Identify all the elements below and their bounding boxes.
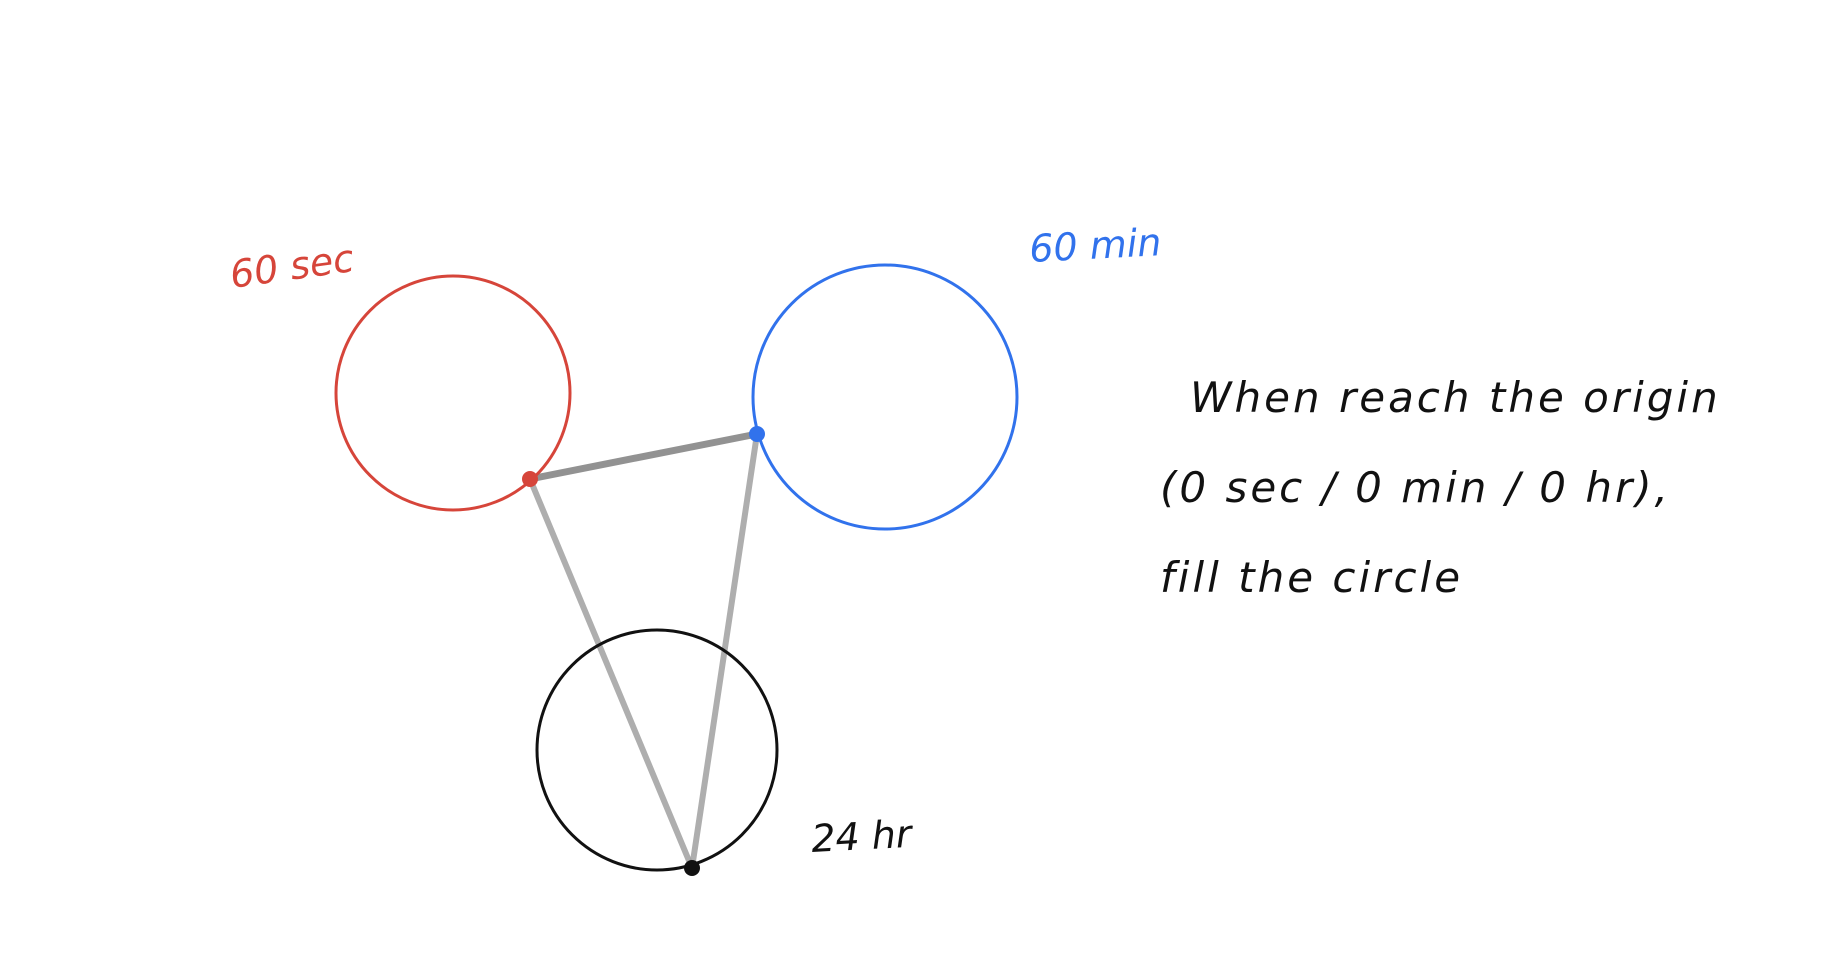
seconds-label: 60 sec	[227, 236, 357, 297]
connector-sec-min	[526, 430, 761, 483]
seconds-point	[522, 471, 538, 487]
note-line-2: (0 sec / 0 min / 0 hr),	[1160, 463, 1671, 512]
connector-sec-hr	[527, 476, 695, 871]
minutes-circle	[751, 263, 1019, 531]
minutes-label: 60 min	[1028, 220, 1162, 271]
note-line-3: fill the circle	[1160, 553, 1463, 602]
note-line-1: When reach the origin	[1190, 373, 1721, 422]
hours-label: 24 hr	[810, 812, 915, 861]
minutes-point	[749, 426, 765, 442]
hours-circle	[535, 628, 779, 872]
instruction-note: When reach the origin (0 sec / 0 min / 0…	[1160, 373, 1721, 602]
seconds-circle	[334, 274, 572, 512]
hours-point	[684, 860, 700, 876]
